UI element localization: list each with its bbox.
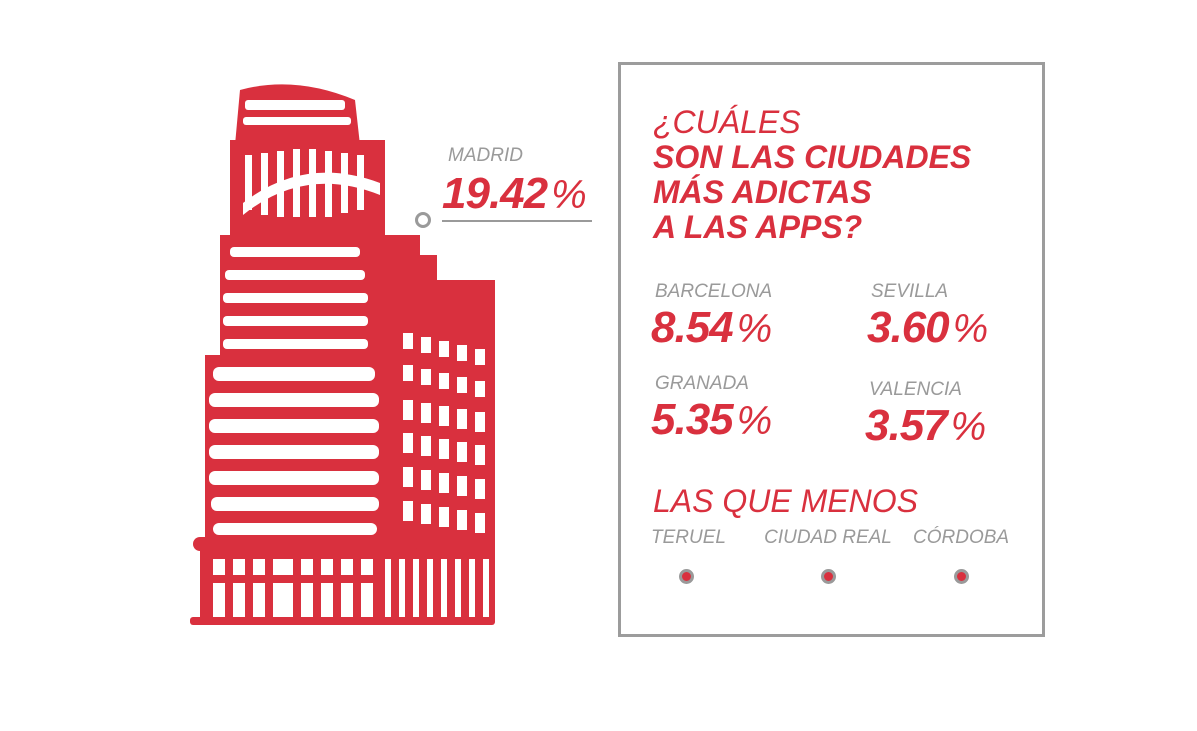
stat-unit: % bbox=[952, 307, 989, 351]
madrid-unit: % bbox=[551, 173, 587, 217]
marker-dot-icon bbox=[953, 569, 969, 584]
stat-unit: % bbox=[736, 399, 773, 443]
building-icon bbox=[190, 84, 495, 625]
info-panel: ¿CUÁLES SON LAS CIUDADES MÁS ADICTAS A L… bbox=[618, 62, 1045, 637]
stat-value: 5.35 bbox=[651, 395, 734, 444]
least-item-teruel: TERUEL bbox=[651, 527, 726, 584]
stat-city: BARCELONA bbox=[655, 281, 773, 302]
stat-value: 3.57 bbox=[865, 401, 948, 450]
marker-dot-icon bbox=[820, 569, 836, 584]
pointer-dot-icon bbox=[415, 212, 431, 228]
stat-value: 8.54 bbox=[651, 303, 734, 352]
madrid-value: 19.42 bbox=[442, 169, 548, 218]
stat-sevilla: SEVILLA 3.60% bbox=[867, 281, 988, 353]
stat-city: GRANADA bbox=[655, 373, 749, 394]
stat-unit: % bbox=[950, 405, 987, 449]
panel-title: ¿CUÁLES SON LAS CIUDADES MÁS ADICTAS A L… bbox=[653, 105, 971, 245]
least-title: LAS QUE MENOS bbox=[653, 483, 918, 519]
stat-city: VALENCIA bbox=[869, 379, 962, 400]
stat-unit: % bbox=[736, 307, 773, 351]
madrid-percentage: 19.42% bbox=[442, 169, 587, 219]
stat-value: 3.60 bbox=[867, 303, 950, 352]
stat-city: SEVILLA bbox=[871, 281, 949, 302]
title-line-2: SON LAS CIUDADES bbox=[653, 139, 972, 175]
madrid-label: MADRID bbox=[448, 145, 523, 166]
title-line-1: ¿CUÁLES bbox=[653, 104, 801, 140]
least-city: TERUEL bbox=[651, 527, 726, 548]
callout-line bbox=[442, 220, 592, 222]
madrid-callout: MADRID 19.42% bbox=[415, 145, 605, 240]
stat-barcelona: BARCELONA 8.54% bbox=[651, 281, 772, 353]
least-city: CÓRDOBA bbox=[913, 527, 1010, 548]
stat-valencia: VALENCIA 3.57% bbox=[865, 379, 986, 451]
least-city: CIUDAD REAL bbox=[764, 527, 892, 548]
marker-dot-icon bbox=[678, 569, 694, 584]
least-item-cordoba: CÓRDOBA bbox=[913, 527, 1009, 584]
least-item-ciudad-real: CIUDAD REAL bbox=[764, 527, 892, 584]
title-line-3: MÁS ADICTAS bbox=[653, 174, 872, 210]
title-line-4: A LAS APPS? bbox=[653, 209, 863, 245]
stat-granada: GRANADA 5.35% bbox=[651, 373, 772, 445]
